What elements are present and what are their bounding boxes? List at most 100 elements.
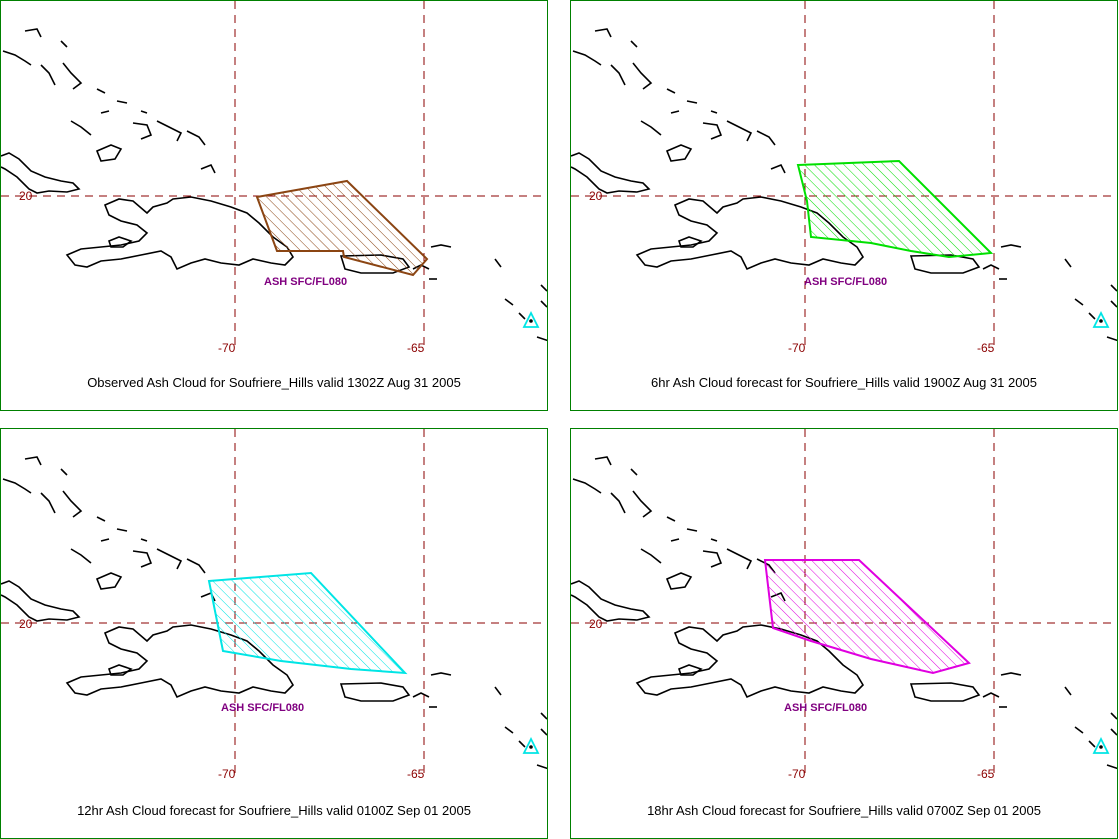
coastline-segment (95, 144, 123, 162)
volcano-dot (529, 319, 533, 323)
coastline-segment (494, 686, 502, 696)
coastline-segment (70, 120, 92, 136)
volcano-icon (1092, 736, 1110, 754)
coastline-segment (1106, 336, 1117, 342)
coastline-segment (200, 163, 216, 174)
lat-label-20: 20 (589, 189, 603, 203)
coastline-segment (630, 40, 638, 48)
map-svg: 20 -70 -65 ASH SFC/FL080 (1, 429, 547, 781)
coastline-segment (540, 712, 547, 720)
coastline-segment (40, 64, 56, 86)
coastline-segment (686, 528, 698, 532)
lon-label-minus65: -65 (407, 341, 425, 355)
coastline-segment (156, 548, 183, 570)
coastline-segment (95, 572, 123, 590)
coastline-segment (108, 664, 133, 676)
coastline-segment (678, 236, 703, 248)
map-svg: 20 -70 -65 ASH SFC/FL080 (571, 1, 1117, 355)
volcano-triangle (1092, 736, 1110, 754)
coastline-segment (116, 528, 128, 532)
coastline-segment (518, 740, 526, 748)
lon-label-minus65: -65 (977, 767, 995, 781)
coastline-segment (571, 580, 651, 622)
ash-cloud-polygon (255, 179, 429, 277)
coastline-segment (1074, 298, 1084, 306)
ash-altitude-label: ASH SFC/FL080 (264, 276, 347, 288)
coastline-segment (686, 100, 698, 104)
coastline-segment (594, 28, 612, 38)
lon-label-minus70: -70 (218, 767, 236, 781)
map-panel-18hr: 20 -70 -65 ASH SFC/FL080 18hr Ash Cloud … (570, 428, 1118, 839)
coastline-segment (710, 110, 718, 114)
lat-lon-grid (1, 1, 547, 346)
coastline-segment (756, 130, 776, 146)
volcano-icon (522, 310, 540, 328)
coastline-segment (1, 152, 81, 194)
coastline-segment (24, 456, 42, 466)
coastline-segment (632, 62, 653, 90)
lat-label-20: 20 (19, 189, 33, 203)
ash-altitude-label: ASH SFC/FL080 (784, 702, 867, 714)
coastline-segment (40, 492, 56, 514)
map-panel-observed: 20 -70 -65 ASH SFC/FL080 Observed Ash Cl… (0, 0, 548, 411)
coastline-segment (1088, 740, 1096, 748)
coastline-segment (494, 258, 502, 268)
coastline-segment (610, 64, 626, 86)
coastline-segment (630, 468, 638, 476)
volcano-dot (529, 745, 533, 749)
coastline-segment (1088, 312, 1096, 320)
coastline-segment (665, 572, 693, 590)
map-panel-12hr: 20 -70 -65 ASH SFC/FL080 12hr Ash Cloud … (0, 428, 548, 839)
coastline-segment (1110, 284, 1117, 292)
coastline-segment (670, 110, 680, 114)
panel-caption: Observed Ash Cloud for Soufriere_Hills v… (87, 375, 461, 390)
coastline (1, 28, 547, 342)
coastline-segment (504, 726, 514, 734)
map-svg: 20 -70 -65 ASH SFC/FL080 (1, 1, 547, 355)
coastline-segment (186, 558, 206, 574)
coastline-segment (666, 88, 676, 94)
coastline-segment (96, 516, 106, 522)
volcano-dot (1099, 319, 1103, 323)
coastline-segment (100, 538, 110, 542)
ash-altitude-label: ASH SFC/FL080 (221, 702, 304, 714)
coastline-segment (65, 196, 295, 271)
coastline-segment (1000, 244, 1022, 248)
coastline-segment (1106, 764, 1117, 770)
coastline-segment (108, 236, 133, 248)
coastline-segment (518, 312, 526, 320)
lon-label-minus70: -70 (788, 341, 806, 355)
panel-caption: 12hr Ash Cloud forecast for Soufriere_Hi… (77, 803, 471, 818)
coastline-segment (536, 764, 547, 770)
volcano-triangle (522, 310, 540, 328)
coastline-segment (982, 692, 1000, 698)
coastline-segment (666, 516, 676, 522)
coastline-segment (572, 50, 602, 66)
ash-cloud-polygon (763, 559, 971, 675)
coastline-segment (572, 478, 602, 494)
coastline-segment (430, 244, 452, 248)
volcano-triangle (522, 736, 540, 754)
coastline-segment (982, 264, 1000, 270)
coastline-segment (640, 548, 662, 564)
coastline-segment (24, 28, 42, 38)
lon-label-minus70: -70 (218, 341, 236, 355)
coastline-segment (640, 120, 662, 136)
coastline-segment (678, 664, 703, 676)
coastline-segment (1110, 728, 1117, 736)
volcano-dot (1099, 745, 1103, 749)
coastline-segment (1000, 672, 1022, 676)
coastline-segment (610, 492, 626, 514)
lon-label-minus65: -65 (407, 767, 425, 781)
coastline-segment (1110, 300, 1117, 308)
coastline-segment (540, 284, 547, 292)
panel-caption: 18hr Ash Cloud forecast for Soufriere_Hi… (647, 803, 1041, 818)
coastline-segment (412, 692, 430, 698)
coastline-segment (339, 682, 411, 702)
lon-label-minus65: -65 (977, 341, 995, 355)
ash-cloud-polygon (207, 571, 408, 675)
map-svg: 20 -70 -65 ASH SFC/FL080 (571, 429, 1117, 781)
coastline-segment (702, 122, 723, 140)
coastline-segment (2, 50, 32, 66)
lat-label-20: 20 (19, 617, 33, 631)
